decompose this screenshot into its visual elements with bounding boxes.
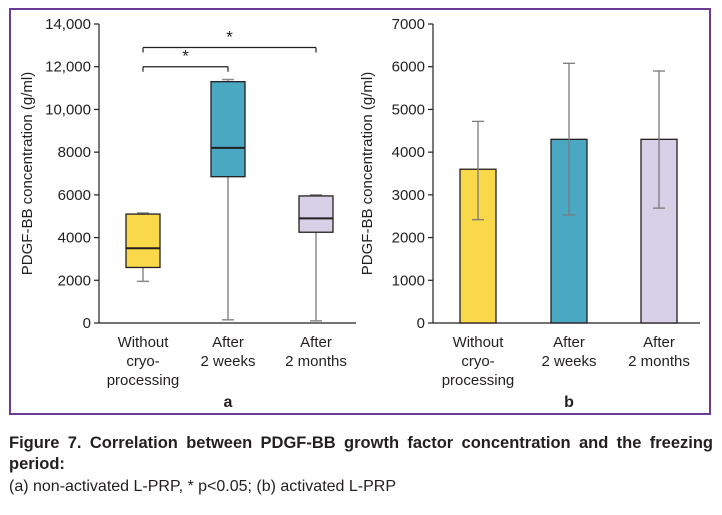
x-category-label: processing [107, 372, 180, 389]
x-category-label: cryo- [461, 353, 494, 370]
y-tick-label: 14,000 [45, 16, 91, 33]
y-tick-label: 6000 [392, 59, 425, 76]
y-axis-title: PDGF-BB concentration (g/ml) [359, 72, 376, 275]
y-tick-label: 12,000 [45, 59, 91, 76]
box [125, 213, 161, 269]
y-tick-label: 2000 [392, 230, 425, 247]
x-category-label: Without [118, 334, 170, 351]
y-tick-label: 4000 [58, 230, 91, 247]
x-category-label: 2 months [285, 353, 347, 370]
figure-frame [9, 8, 711, 415]
caption-subtitle: (a) non-activated L-PRP, * p<0.05; (b) a… [9, 478, 397, 495]
x-category-label: 2 weeks [541, 353, 596, 370]
x-category-label: After [553, 334, 585, 351]
panel-label: a [224, 394, 233, 411]
x-category-label: 2 weeks [200, 353, 255, 370]
significance-star: * [226, 27, 233, 46]
caption-title: Figure 7. Correlation between PDGF-BB gr… [9, 434, 713, 473]
x-category-label: 2 months [628, 353, 690, 370]
box [210, 81, 246, 178]
figure-charts: 0 2000 4000 6000 8000 10,000 12,000 14,000 PDGF-… [19, 16, 700, 411]
y-tick-label: 2000 [58, 272, 91, 289]
y-tick-label: 7000 [392, 16, 425, 33]
y-tick-label: 1000 [392, 272, 425, 289]
y-tick-label: 3000 [392, 187, 425, 204]
x-category-label: processing [442, 372, 515, 389]
x-category-label: Without [453, 334, 505, 351]
x-category-label: After [643, 334, 675, 351]
y-tick-label: 4000 [392, 144, 425, 161]
box [298, 195, 334, 233]
panel-a-boxplot: 0 2000 4000 6000 8000 10,000 12,000 14,000 PDGF-… [19, 16, 356, 411]
y-tick-label: 5000 [392, 101, 425, 118]
y-tick-label: 6000 [58, 187, 91, 204]
panel-b-barchart: 0 1000 2000 3000 4000 5000 6000 7000 PDGF-BB con… [359, 16, 700, 411]
y-axis-title: PDGF-BB concentration (g/ml) [19, 72, 36, 275]
y-tick-label: 0 [83, 315, 91, 332]
x-category-label: cryo- [126, 353, 159, 370]
significance-star: * [182, 47, 189, 66]
x-category-label: After [300, 334, 332, 351]
y-tick-label: 10,000 [45, 101, 91, 118]
x-category-label: After [212, 334, 244, 351]
y-tick-label: 8000 [58, 144, 91, 161]
figure-caption: Figure 7. Correlation between PDGF-BB gr… [9, 433, 713, 497]
panel-label: b [564, 394, 574, 411]
y-tick-label: 0 [417, 315, 425, 332]
